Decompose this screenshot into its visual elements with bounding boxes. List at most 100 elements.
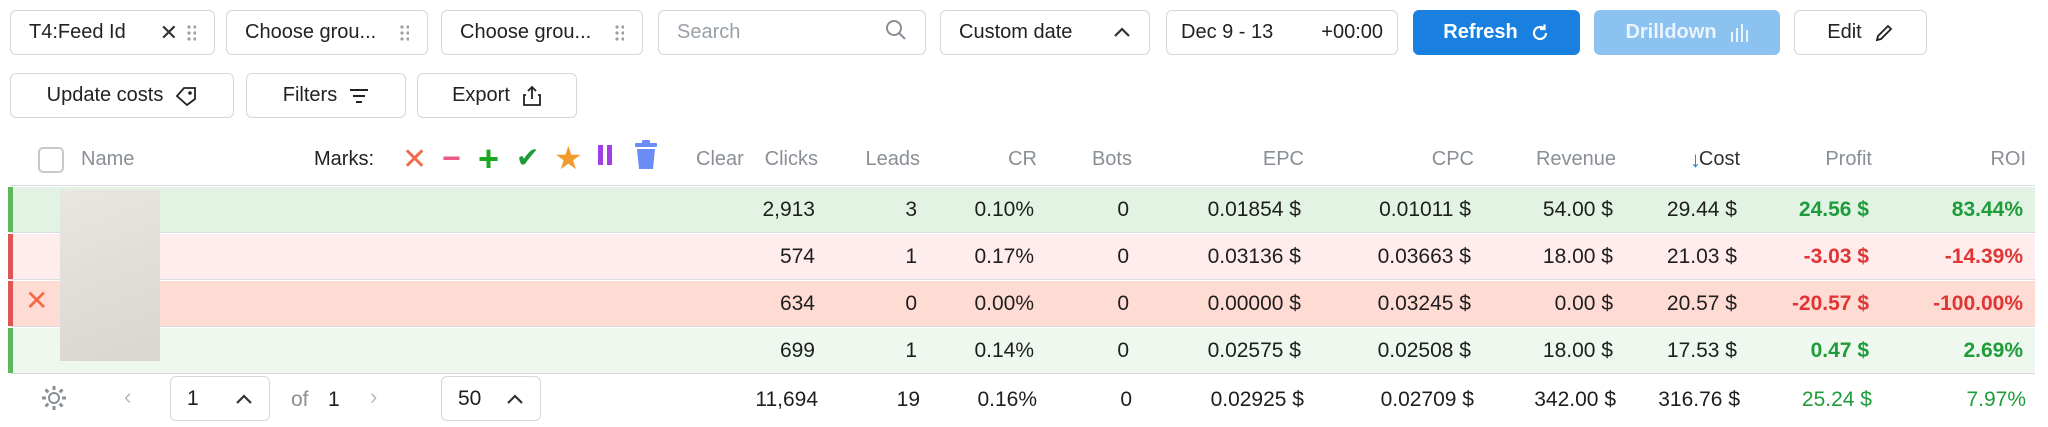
page-number-input[interactable]: 1 — [170, 376, 270, 421]
mark-cross-icon[interactable]: ✕ — [402, 143, 428, 176]
header-marks: Marks: — [314, 148, 374, 170]
drilldown-label: Drilldown — [1625, 21, 1717, 43]
cell-roi: -100.00% — [1933, 292, 2023, 315]
drag-handle-icon[interactable] — [399, 23, 409, 42]
search-input[interactable]: Search — [658, 10, 926, 55]
header-cr[interactable]: CR — [1008, 148, 1037, 170]
cell-epc: 0.03136 $ — [1207, 245, 1301, 268]
header-clear[interactable]: Clear — [696, 148, 744, 170]
cell-profit: 0.47 $ — [1810, 339, 1869, 362]
cell-clicks: 2,913 — [762, 198, 815, 221]
of-label: of — [291, 388, 309, 411]
update-costs-button[interactable]: Update costs — [10, 73, 234, 118]
date-mode-label: Custom date — [959, 21, 1073, 43]
close-icon[interactable]: ✕ — [159, 19, 178, 45]
group-by-1-label: T4:Feed Id — [29, 21, 126, 43]
header-leads[interactable]: Leads — [865, 148, 921, 170]
mark-plus-icon[interactable]: + — [478, 138, 500, 179]
drag-handle-icon[interactable] — [186, 23, 196, 42]
sort-arrow-down-icon: ↓ — [1690, 147, 1701, 172]
total-epc: 0.02925 $ — [1210, 388, 1304, 411]
header-cost[interactable]: Cost — [1698, 148, 1740, 170]
refresh-button[interactable]: Refresh — [1413, 10, 1580, 55]
export-button[interactable]: Export — [417, 73, 577, 118]
mark-star-icon[interactable]: ★ — [554, 140, 583, 176]
chevron-up-icon — [1113, 21, 1131, 44]
cell-revenue: 0.00 $ — [1554, 292, 1613, 315]
header-clicks[interactable]: Clicks — [764, 148, 818, 170]
filters-label: Filters — [282, 84, 338, 106]
mark-minus-icon[interactable]: − — [442, 140, 461, 176]
refresh-icon — [1530, 23, 1550, 43]
table-row[interactable]: 574 1 0.17% 0 0.03136 $ 0.03663 $ 18.00 $ 21.03… — [8, 234, 2035, 279]
total-cost: 316.76 $ — [1658, 388, 1740, 411]
cell-roi: 2.69% — [1963, 339, 2023, 362]
header-roi[interactable]: ROI — [1990, 148, 2026, 170]
table-row[interactable]: 699 1 0.14% 0 0.02575 $ 0.02508 $ 18.00 $ 17.53… — [8, 328, 2035, 373]
header-cpc[interactable]: CPC — [1431, 148, 1474, 170]
cell-leads: 1 — [905, 339, 917, 362]
table-footer: ‹ 1 of 1 › 50 11,694 19 0.16% 0 0.02925 … — [0, 370, 2048, 427]
cell-cpc: 0.03663 $ — [1377, 245, 1471, 268]
group-by-2[interactable]: Choose grou... — [226, 10, 428, 55]
date-range-picker[interactable]: Dec 9 - 13 +00:00 — [1166, 10, 1398, 55]
export-label: Export — [452, 84, 510, 106]
cell-cr: 0.10% — [974, 198, 1034, 221]
mark-check-icon[interactable]: ✔ — [516, 142, 540, 173]
cell-cr: 0.14% — [974, 339, 1034, 362]
cell-profit: 24.56 $ — [1798, 198, 1869, 221]
cell-bots: 0 — [1117, 198, 1129, 221]
cell-roi: 83.44% — [1951, 198, 2023, 221]
cell-roi: -14.39% — [1944, 245, 2023, 268]
edit-button[interactable]: Edit — [1794, 10, 1927, 55]
header-bots[interactable]: Bots — [1091, 148, 1132, 170]
settings-gear-icon[interactable] — [40, 384, 68, 418]
cell-leads: 1 — [905, 245, 917, 268]
cell-cpc: 0.03245 $ — [1377, 292, 1471, 315]
header-epc[interactable]: EPC — [1262, 148, 1304, 170]
cell-profit: -3.03 $ — [1803, 245, 1869, 268]
page-number-value: 1 — [187, 386, 199, 410]
row-divider — [10, 185, 2035, 186]
total-cr: 0.16% — [977, 388, 1037, 411]
cell-epc: 0.02575 $ — [1207, 339, 1301, 362]
date-mode-select[interactable]: Custom date — [940, 10, 1150, 55]
header-profit[interactable]: Profit — [1825, 148, 1872, 170]
next-page-icon[interactable]: › — [370, 384, 378, 409]
table-row[interactable]: 2,913 3 0.10% 0 0.01854 $ 0.01011 $ 54.00 $ 29.… — [8, 187, 2035, 232]
filters-button[interactable]: Filters — [246, 73, 406, 118]
mark-pause-icon[interactable] — [596, 143, 614, 173]
cell-revenue: 54.00 $ — [1542, 198, 1613, 221]
cell-cost: 21.03 $ — [1666, 245, 1737, 268]
prev-page-icon[interactable]: ‹ — [124, 384, 132, 409]
cell-cost: 29.44 $ — [1666, 198, 1737, 221]
mark-trash-icon[interactable] — [633, 140, 659, 176]
pencil-icon — [1874, 23, 1894, 43]
total-pages: 1 — [328, 388, 340, 411]
cell-cpc: 0.01011 $ — [1379, 198, 1471, 221]
search-placeholder: Search — [677, 21, 741, 43]
group-by-2-label: Choose grou... — [245, 21, 377, 43]
refresh-label: Refresh — [1443, 21, 1518, 43]
cell-cost: 20.57 $ — [1666, 292, 1737, 315]
cell-profit: -20.57 $ — [1791, 292, 1869, 315]
share-icon — [522, 85, 542, 107]
header-name[interactable]: Name — [81, 148, 135, 170]
total-profit: 25.24 $ — [1801, 388, 1872, 411]
cell-leads: 0 — [905, 292, 917, 315]
drilldown-button[interactable]: Drilldown — [1594, 10, 1780, 55]
group-by-3[interactable]: Choose grou... — [441, 10, 643, 55]
table-header: Name Marks: ✕ − + ✔ ★ Clear Clicks Leads… — [0, 138, 2048, 180]
total-clicks: 11,694 — [755, 388, 818, 411]
update-costs-label: Update costs — [46, 84, 164, 106]
header-revenue[interactable]: Revenue — [1535, 148, 1616, 170]
table-row[interactable]: 634 0 0.00% 0 0.00000 $ 0.03245 $ 0.00 $ 20.57 … — [8, 281, 2035, 326]
row-mark-cross-icon[interactable]: ✕ — [25, 285, 49, 316]
drag-handle-icon[interactable] — [614, 23, 624, 42]
group-by-1[interactable]: T4:Feed Id ✕ — [10, 10, 215, 55]
select-all-checkbox[interactable] — [38, 147, 64, 173]
page-size-select[interactable]: 50 — [441, 376, 541, 421]
row-divider — [10, 373, 2035, 374]
total-bots: 0 — [1120, 388, 1132, 411]
chevron-up-icon — [506, 387, 524, 411]
